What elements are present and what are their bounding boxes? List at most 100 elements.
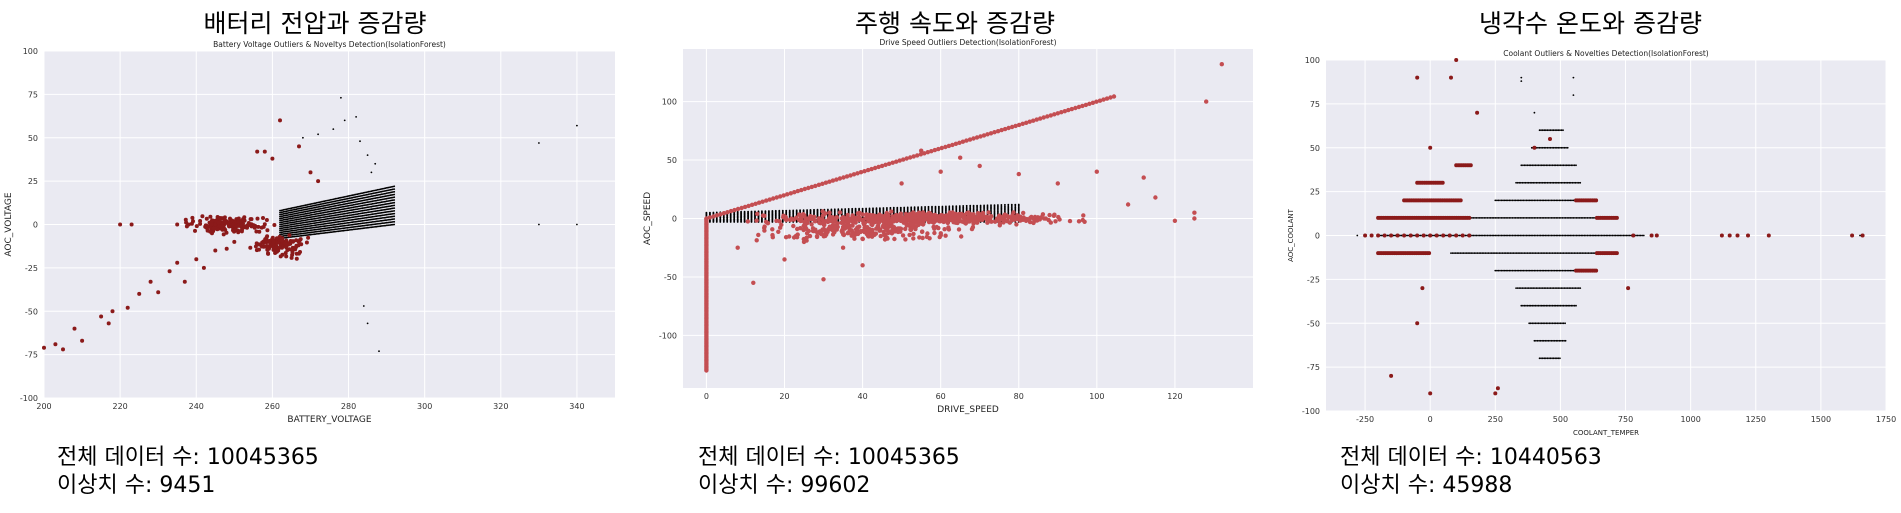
inlier-point (351, 226, 354, 229)
inlier-point (1486, 217, 1489, 219)
inlier-point (809, 209, 812, 211)
outlier-point (870, 222, 875, 228)
inlier-point (1533, 269, 1536, 272)
inlier-point (1488, 234, 1490, 237)
inlier-point (1560, 129, 1563, 132)
inlier-point (284, 232, 286, 235)
inlier-point (1524, 181, 1527, 184)
inlier-point (1549, 181, 1552, 184)
inlier-point (948, 205, 951, 208)
inlier-point (1522, 304, 1524, 307)
outlier-point (855, 225, 860, 231)
inlier-point (1017, 206, 1020, 208)
inlier-point (355, 228, 357, 231)
inlier-point (1554, 357, 1557, 360)
inlier-point (1479, 252, 1482, 255)
inlier-point (1528, 164, 1531, 167)
outlier-point (1029, 214, 1034, 220)
inlier-point (1475, 234, 1478, 237)
outlier-point (1125, 202, 1131, 207)
inlier-point (1510, 217, 1512, 219)
inlier-point (393, 201, 396, 204)
outlier-point (754, 238, 759, 243)
inlier-point (1454, 252, 1457, 255)
inlier-point (1542, 252, 1545, 255)
inlier-point (1542, 164, 1545, 167)
inlier-point (1568, 252, 1571, 255)
outlier-point (1024, 120, 1029, 126)
outlier-point (809, 184, 814, 190)
inlier-point (1553, 252, 1556, 255)
inlier-point (1583, 217, 1586, 219)
outlier-point (920, 229, 925, 234)
inlier-point (1551, 129, 1553, 132)
inlier-point (1560, 339, 1562, 342)
inlier-point (1585, 217, 1587, 219)
outlier-point (236, 230, 241, 235)
outlier-point (1454, 233, 1459, 238)
inlier-point (375, 220, 378, 223)
y-tick-label: -100 (20, 394, 38, 403)
inlier-point (1548, 287, 1550, 289)
outlier-point (1172, 218, 1178, 223)
inlier-point (280, 233, 283, 236)
outlier-point (797, 212, 802, 217)
outlier-point (979, 212, 984, 218)
inlier-point (1573, 181, 1575, 184)
x-tick-label: 60 (936, 392, 946, 401)
inlier-point (1558, 199, 1561, 202)
inlier-point (1511, 269, 1514, 272)
inlier-point (1549, 234, 1551, 237)
inlier-point (1575, 234, 1578, 237)
outlier-point (827, 210, 832, 215)
inlier-point (1571, 181, 1574, 184)
outlier-point (1006, 125, 1011, 131)
inlier-point (1425, 234, 1428, 237)
inlier-point (1546, 146, 1549, 149)
inlier-point (298, 226, 300, 229)
y-tick-label: 0 (33, 221, 38, 230)
outlier-point (725, 210, 730, 215)
outlier-point (956, 227, 962, 232)
outlier-point (213, 226, 218, 231)
inlier-point (750, 210, 753, 213)
outlier-point (756, 200, 762, 205)
outlier-point (795, 232, 800, 237)
outlier-point (224, 246, 229, 251)
outlier-point (753, 201, 758, 206)
outlier-point (943, 144, 948, 150)
inlier-point (1522, 269, 1525, 272)
outlier-point (1076, 219, 1082, 224)
stats-block: 전체 데이터 수: 10045365 이상치 수: 9451 (57, 444, 319, 500)
outlier-point (1467, 233, 1472, 238)
inlier-point (1562, 304, 1565, 307)
x-tick-label: 220 (112, 402, 127, 411)
inlier-point (1007, 205, 1010, 207)
inlier-point (393, 199, 396, 201)
inlier-point (1464, 252, 1466, 255)
inlier-point (1575, 304, 1577, 307)
inlier-point (927, 205, 930, 208)
inlier-point (712, 211, 715, 214)
inlier-point (328, 222, 331, 225)
inlier-point (1520, 304, 1523, 307)
outlier-point (175, 260, 180, 265)
inlier-point (1506, 199, 1509, 202)
outlier-point (927, 236, 932, 241)
outlier-point (792, 190, 797, 195)
outlier-point (255, 149, 260, 154)
outlier-point (978, 134, 983, 139)
outlier-point (903, 237, 908, 242)
inlier-point (945, 205, 947, 208)
inlier-point (1534, 252, 1537, 255)
inlier-point (369, 226, 371, 229)
inlier-point (1519, 181, 1522, 184)
outlier-point (125, 305, 130, 310)
inlier-point (1569, 217, 1572, 219)
inlier-point (359, 140, 361, 143)
inlier-point (1590, 252, 1593, 255)
outlier-point (791, 217, 797, 222)
inlier-point (886, 207, 888, 209)
inlier-point (1550, 322, 1552, 325)
inlier-point (1477, 234, 1479, 237)
